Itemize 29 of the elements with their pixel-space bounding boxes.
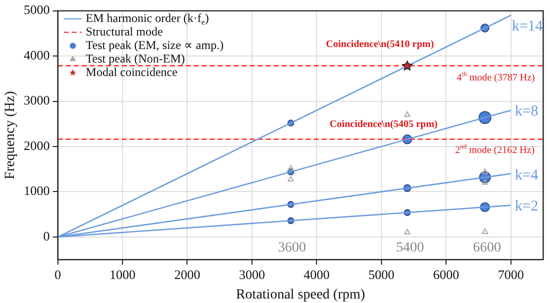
annotation: 5400 xyxy=(396,240,424,256)
x-tick-label: 6000 xyxy=(433,266,460,282)
annotation: 6600 xyxy=(473,240,501,256)
y-tick-label: 0 xyxy=(43,228,50,244)
y-tick-label: 1000 xyxy=(24,183,50,198)
annotation: k=14 xyxy=(512,18,544,34)
x-tick-label: 2000 xyxy=(174,266,200,282)
x-tick-label: 4000 xyxy=(304,266,330,282)
legend-label: Structural mode xyxy=(86,24,163,38)
legend-label: Test peak (EM, size ∝ amp.) xyxy=(86,38,224,52)
annotation: Coincidence\n(5410 rpm) xyxy=(326,39,434,50)
x-tick-label: 3000 xyxy=(238,266,265,282)
legend-label: Modal coincidence xyxy=(86,64,178,79)
y-tick-label: 3000 xyxy=(24,92,50,108)
annotation: 3600 xyxy=(278,240,306,256)
annotation: Coincidence\n(5405 rpm) xyxy=(330,118,438,130)
x-axis-title: Rotational speed (rpm) xyxy=(236,287,366,302)
legend-label: Test peak (Non-EM) xyxy=(86,51,185,66)
y-axis-title: Frequency (Hz) xyxy=(3,90,18,180)
y-tick-label: 2000 xyxy=(24,138,50,153)
x-tick-label: 1000 xyxy=(110,266,136,282)
x-tick-label: 5000 xyxy=(368,266,394,282)
x-tick-label: 7000 xyxy=(498,266,524,282)
x-tick-label: 0 xyxy=(54,266,62,282)
annotation: k=8 xyxy=(514,103,538,120)
y-tick-label: 4000 xyxy=(24,47,50,62)
annotation: k=2 xyxy=(514,198,538,214)
y-tick-label: 5000 xyxy=(24,2,50,18)
annotation: k=4 xyxy=(514,168,539,184)
